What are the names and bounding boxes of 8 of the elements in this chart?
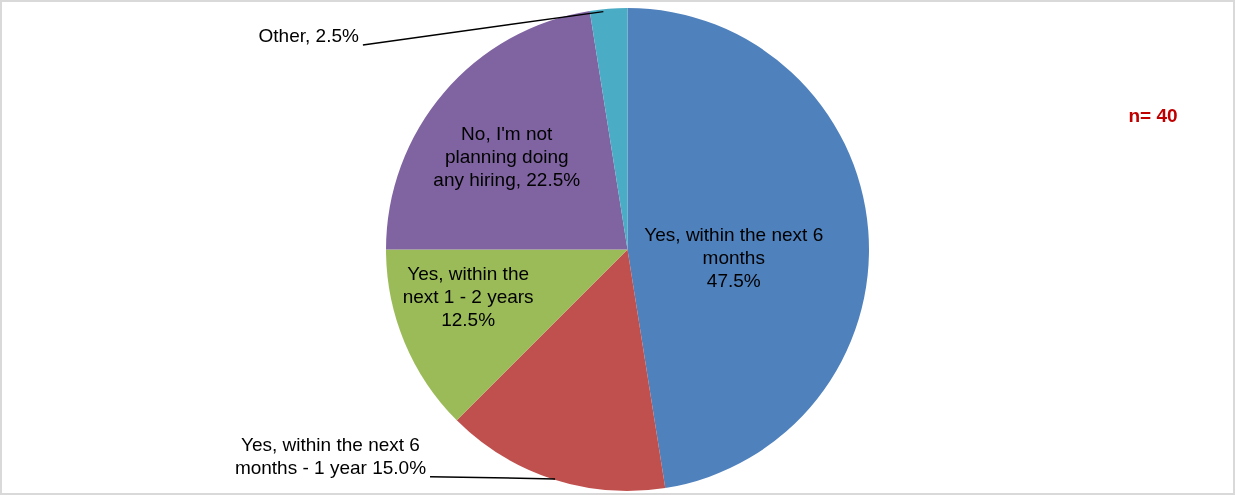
slice-label: No, I'm not planning doing any hiring, 22.5% xyxy=(433,122,581,190)
slice-label: Yes, within the next 6 months - 1 year 15.0% xyxy=(234,433,427,478)
data-label: 12.5% xyxy=(441,309,496,331)
slice-label: Other, 2.5% xyxy=(258,25,359,47)
data-label: 47.5% xyxy=(706,270,761,292)
slice-label: Yes, within the next 1 - 2 years xyxy=(402,263,534,308)
slice-label: Yes, within the next 6 months xyxy=(644,224,824,269)
text: n= 40 xyxy=(1128,105,1178,127)
